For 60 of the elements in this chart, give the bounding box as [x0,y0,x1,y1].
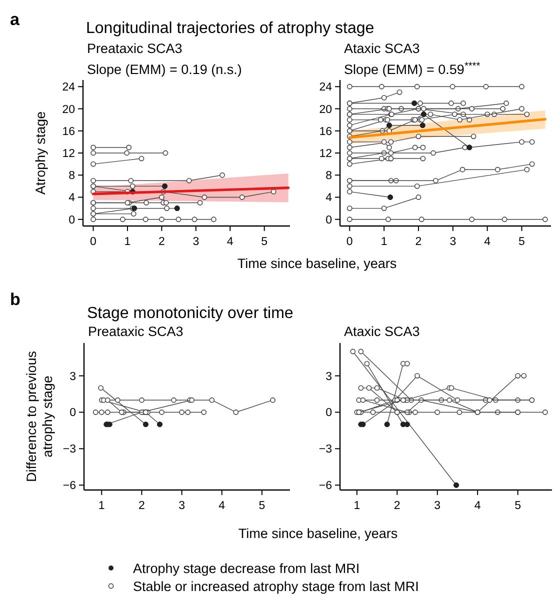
x-tick-label: 5 [518,236,525,248]
y-tick-label: 3 [326,370,332,383]
y-axis-title: Atrophy stage [33,111,48,195]
x-tick-label: 2 [394,500,400,512]
y-tick-label: 24 [319,82,333,94]
y-tick-label: 20 [62,104,75,116]
y-tick-label: −3 [62,444,76,456]
y-tick-label: 4 [326,192,333,204]
y-tick-label: 12 [62,148,75,160]
x-tick-label: 1 [124,236,131,248]
y-tick-label: 8 [68,170,75,182]
y-tick-label: 0 [68,214,75,226]
y-tick-label: 8 [326,170,332,182]
x-tick-label: 0 [90,236,96,248]
y-tick-label: 24 [62,82,76,94]
chart-title: Preataxic SCA3 [88,324,184,339]
legend-label: Atrophy stage decrease from last MRI [133,561,360,576]
y-tick-label: 12 [319,148,332,160]
x-tick-label: 2 [138,500,145,512]
y-tick-label: −3 [318,444,332,456]
legend-label: Stable or increased atrophy stage from last MRI [133,579,419,594]
x-tick-label: 1 [98,500,105,512]
x-tick-label: 2 [158,236,165,248]
x-tick-label: 4 [474,500,482,512]
chart-title: Ataxic SCA3 [344,324,420,339]
x-tick-label: 0 [346,236,353,248]
y-tick-label: 0 [70,407,76,420]
x-tick-label: 1 [380,236,388,248]
y-tick-label: 0 [326,214,332,226]
x-tick-label: 4 [226,236,234,248]
x-tick-label: 4 [484,236,492,248]
x-axis-title: Time since baseline, years [237,256,397,271]
x-tick-label: 5 [261,236,268,248]
x-tick-label: 3 [434,500,441,512]
y-tick-label: 20 [319,104,332,116]
text: Longitudinal trajectories of atrophy stage [86,20,374,37]
x-tick-label: 3 [450,236,456,248]
x-tick-label: 5 [514,500,522,512]
y-tick-label: 16 [319,126,332,138]
x-tick-label: 5 [258,500,266,512]
y-tick-label: 3 [70,370,76,383]
x-axis-title: Time since baseline, years [238,526,398,541]
x-tick-label: 1 [354,500,360,512]
x-tick-label: 3 [192,236,200,248]
y-axis-title: Difference to previous atrophy stage [24,350,55,482]
x-tick-label: 3 [178,500,185,512]
chart-title: Preataxic SCA3 [87,41,182,56]
x-tick-label: 4 [218,500,226,512]
y-tick-label: −6 [318,480,332,492]
y-tick-label: 16 [62,126,75,138]
chart-subtitle: Slope (EMM) = 0.59$^{****}$ [344,60,480,77]
text: b [10,290,20,309]
x-tick-label: 2 [415,236,422,248]
y-tick-label: 0 [326,407,332,420]
y-tick-label: −6 [62,480,76,492]
chart-subtitle: Slope (EMM) = 0.19 (n.s.) [87,62,242,77]
chart-title: Ataxic SCA3 [344,41,420,56]
text: Stage monotonicity over time [87,305,294,322]
text: a [10,10,20,29]
y-tick-label: 4 [68,192,76,204]
